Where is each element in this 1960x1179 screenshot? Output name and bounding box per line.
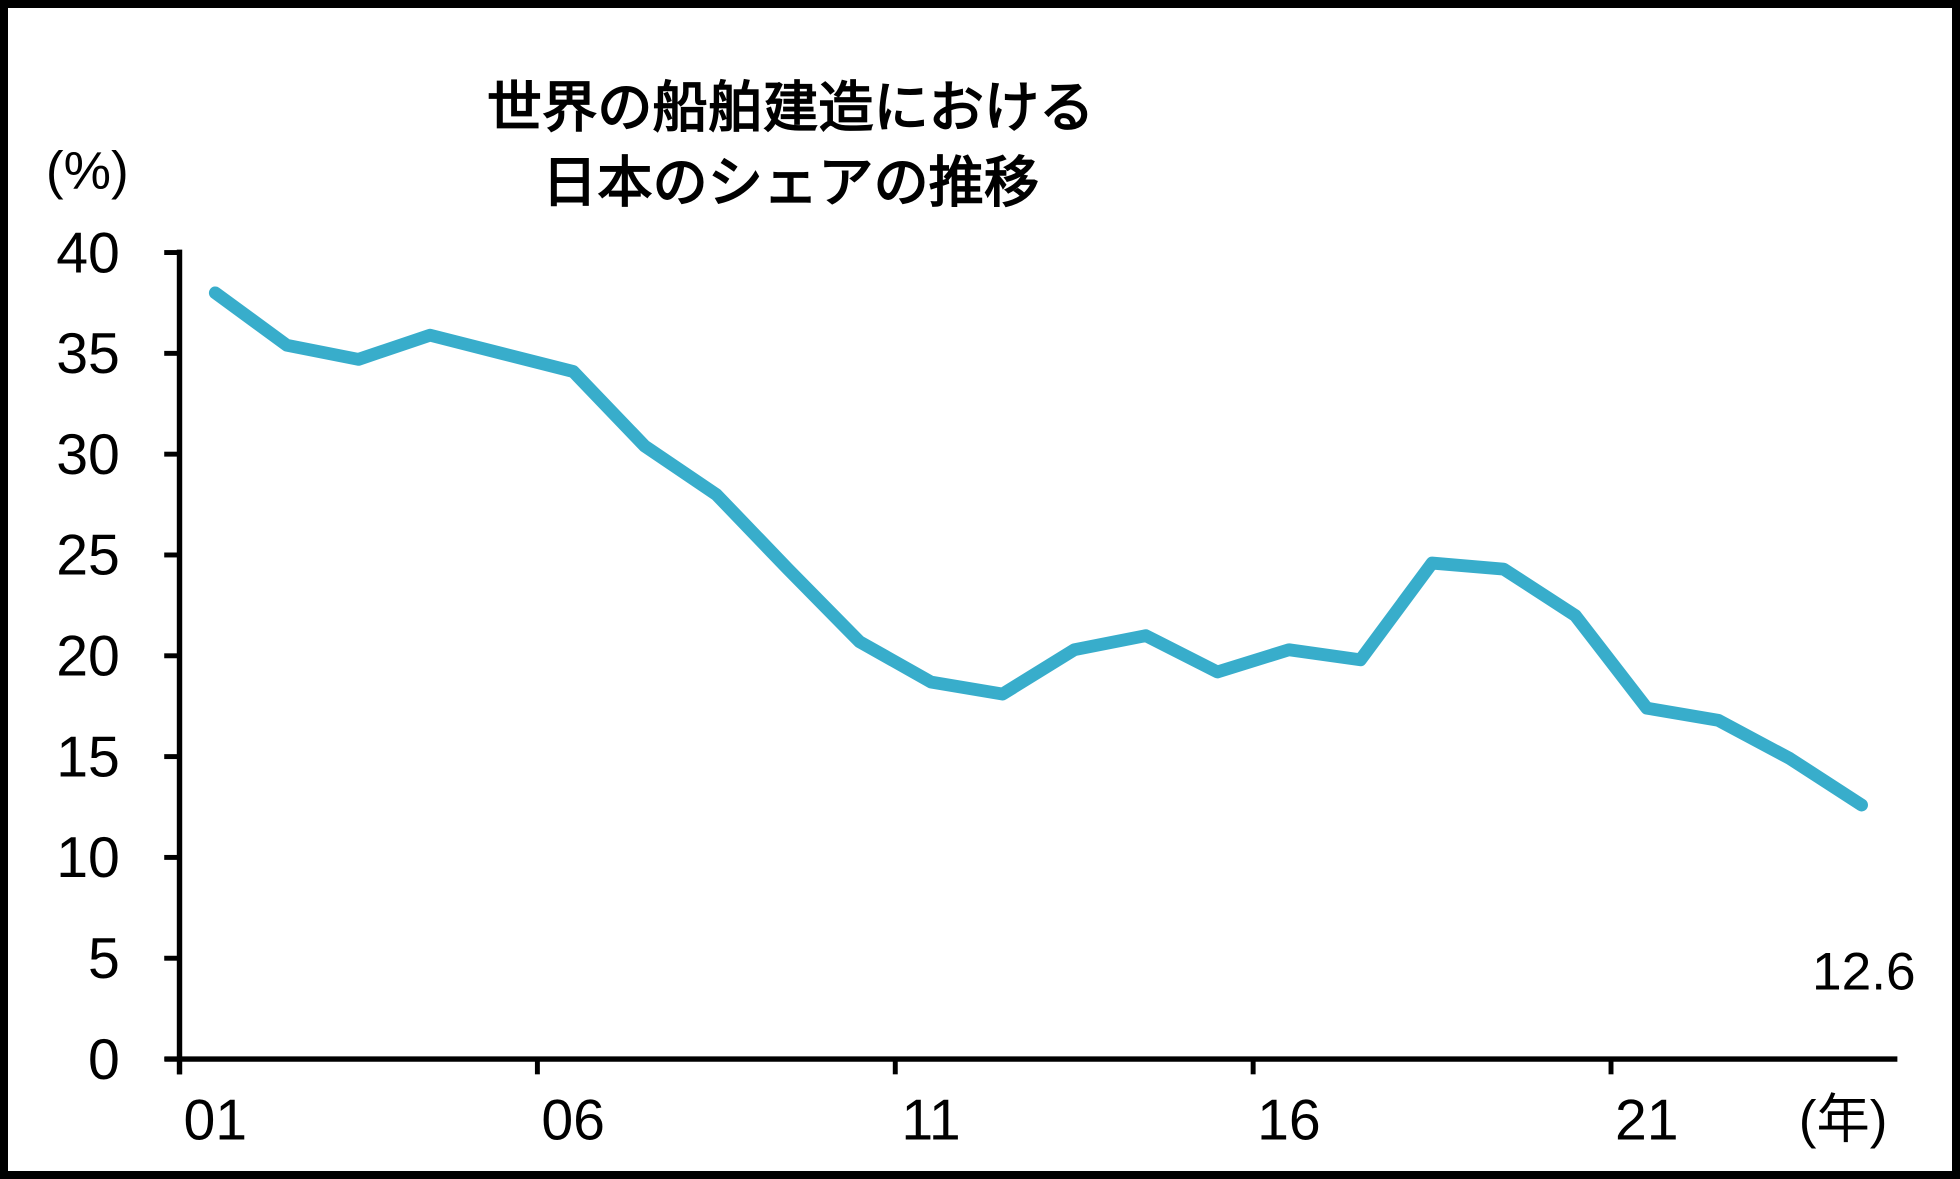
last-value-label: 12.6 — [1812, 942, 1916, 1001]
x-axis-unit-label: (年) — [1799, 1090, 1888, 1149]
line-chart: 世界の船舶建造における 日本のシェアの推移 (%) (年) 0 5 10 15 20 25… — [46, 76, 1916, 1152]
x-axis-ticks: 01 06 11 16 21 — [177, 1059, 1679, 1152]
data-line-japan-share — [208, 286, 1868, 812]
y-tick-label: 20 — [56, 625, 120, 689]
y-tick-label: 10 — [56, 826, 120, 890]
y-tick-label: 40 — [56, 221, 120, 285]
x-tick-label: 16 — [1257, 1088, 1321, 1152]
x-tick-label: 21 — [1615, 1088, 1679, 1152]
y-tick-label: 30 — [56, 423, 120, 487]
chart-title-line2: 日本のシェアの推移 — [542, 151, 1039, 213]
y-axis-ticks: 0 5 10 15 20 25 30 35 40 — [56, 221, 180, 1092]
y-tick-label: 5 — [88, 927, 120, 991]
y-tick-label: 25 — [56, 524, 120, 588]
y-tick-label: 0 — [88, 1028, 120, 1092]
x-tick-label: 06 — [541, 1088, 605, 1152]
y-tick-label: 35 — [56, 322, 120, 386]
chart-title-line1: 世界の船舶建造における — [487, 76, 1095, 138]
x-tick-label: 11 — [901, 1088, 960, 1152]
x-tick-label: 01 — [183, 1088, 247, 1152]
y-axis-unit-label: (%) — [46, 142, 129, 201]
chart-title: 世界の船舶建造における 日本のシェアの推移 — [487, 76, 1095, 213]
y-tick-label: 15 — [56, 725, 120, 789]
